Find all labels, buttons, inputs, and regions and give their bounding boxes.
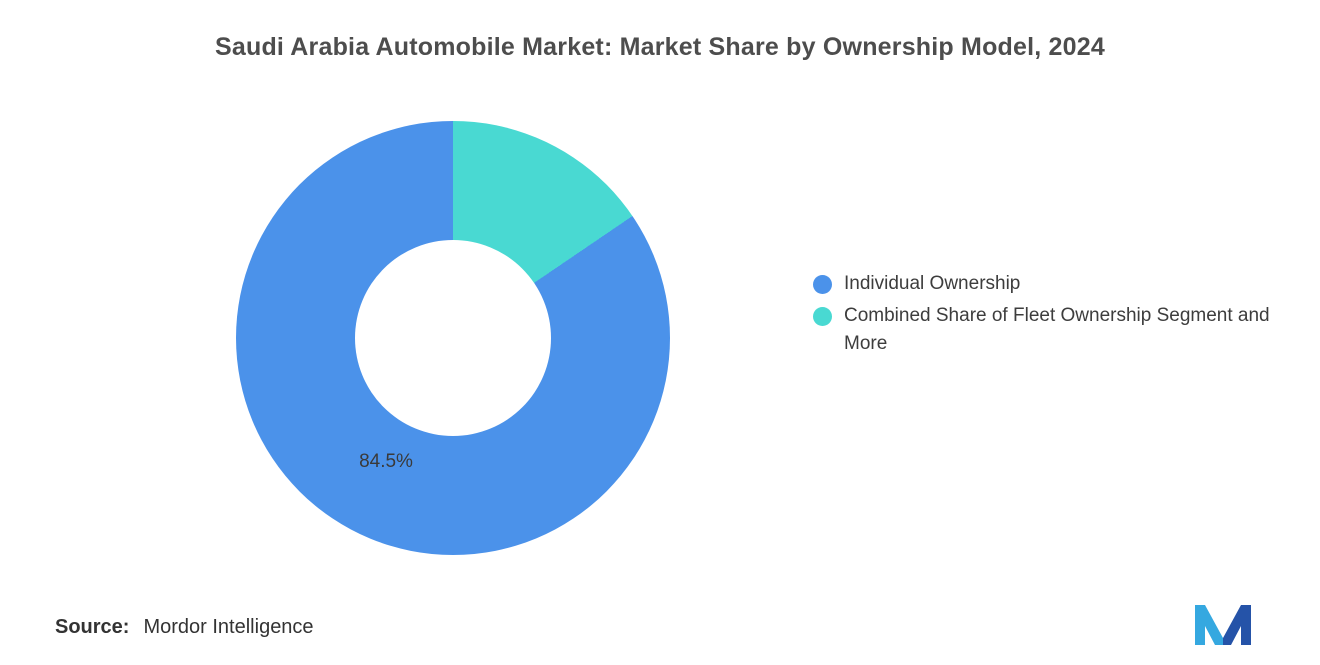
legend-dot-icon <box>813 307 832 326</box>
chart-title: Saudi Arabia Automobile Market: Market S… <box>215 33 1105 61</box>
chart-legend: Individual Ownership Combined Share of F… <box>813 270 1318 362</box>
legend-item-individual-ownership[interactable]: Individual Ownership <box>813 270 1318 298</box>
legend-label: Individual Ownership <box>844 273 1021 294</box>
donut-hole <box>355 240 551 436</box>
mordor-intelligence-logo-icon <box>1195 605 1251 645</box>
source-line: Source: Mordor Intelligence <box>55 616 314 639</box>
legend-dot-icon <box>813 275 832 294</box>
source-label: Source: <box>55 616 130 638</box>
source-value: Mordor Intelligence <box>143 616 314 638</box>
slice-value-label: 84.5% <box>359 451 413 472</box>
legend-label: Combined Share of Fleet Ownership Segmen… <box>844 305 1270 354</box>
donut-chart[interactable]: 84.5% <box>236 121 670 555</box>
legend-item-fleet-ownership[interactable]: Combined Share of Fleet Ownership Segmen… <box>813 302 1318 358</box>
